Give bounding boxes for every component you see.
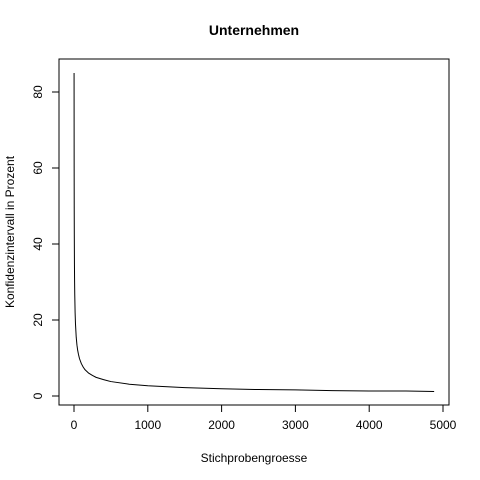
series-line-1 bbox=[73, 72, 435, 392]
x-tick-label: 1000 bbox=[134, 418, 161, 432]
x-axis: 0 1000 2000 3000 4000 5000 bbox=[71, 404, 457, 432]
series-layer bbox=[73, 72, 435, 392]
y-axis-label: Konfidenzintervall in Prozent bbox=[3, 155, 17, 308]
x-tick-label: 5000 bbox=[430, 418, 457, 432]
y-tick-label: 20 bbox=[31, 313, 45, 327]
x-tick-label: 2000 bbox=[208, 418, 235, 432]
chart-title: Unternehmen bbox=[209, 22, 299, 38]
x-tick-label: 3000 bbox=[282, 418, 309, 432]
y-tick-label: 80 bbox=[31, 85, 45, 99]
y-tick-label: 60 bbox=[31, 161, 45, 175]
x-tick-label: 0 bbox=[71, 418, 78, 432]
y-tick-label: 0 bbox=[31, 392, 45, 399]
y-tick-label: 40 bbox=[31, 237, 45, 251]
y-axis: 0 20 40 60 80 bbox=[31, 85, 60, 399]
x-tick-label: 4000 bbox=[356, 418, 383, 432]
x-axis-label: Stichprobengroesse bbox=[201, 451, 308, 465]
